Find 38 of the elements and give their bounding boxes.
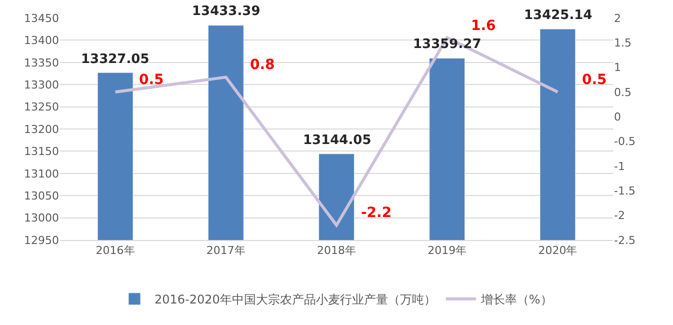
y2-tick-label: 1 — [614, 61, 621, 74]
y2-tick-label: 0 — [614, 110, 621, 124]
y-tick-label: 13100 — [24, 167, 59, 180]
data-label: 13433.39 — [192, 4, 260, 19]
x-tick-label: 2016年 — [96, 244, 135, 258]
y-tick-label: 13200 — [24, 122, 59, 136]
x-tick-label: 2018年 — [317, 244, 356, 258]
data-label: 0.5 — [139, 72, 164, 88]
y-tick-label: 13250 — [24, 100, 59, 114]
data-label: 1.6 — [471, 18, 496, 34]
y2-tick-label: -1 — [614, 160, 625, 173]
x-tick-label: 2020年 — [538, 244, 578, 258]
y2-tick-label: 0.5 — [614, 86, 632, 99]
y-tick-label: 13450 — [24, 12, 59, 25]
data-label: 13144.05 — [303, 133, 372, 148]
legend-label: 增长率（%） — [480, 292, 552, 307]
data-label: 13359.27 — [413, 37, 482, 52]
data-label: 13425.14 — [524, 8, 592, 23]
y2-tick-label: -1.5 — [614, 184, 636, 198]
y2-tick-label: -0.5 — [614, 135, 636, 148]
data-label: 0.8 — [250, 57, 275, 73]
y2-tick-label: -2 — [614, 209, 625, 222]
y2-tick-label: -2.5 — [614, 234, 636, 247]
y-tick-label: 13350 — [24, 56, 59, 70]
y-tick-label: 13400 — [24, 34, 59, 48]
y-tick-label: 12950 — [24, 234, 59, 247]
y2-tick-label: 2 — [614, 12, 621, 25]
data-label: -2.2 — [361, 205, 392, 221]
x-tick-label: 2019年 — [428, 244, 467, 258]
y-tick-label: 13050 — [24, 189, 59, 202]
y-tick-label: 13300 — [24, 78, 59, 92]
x-tick-label: 2017年 — [206, 244, 246, 258]
data-label: 0.5 — [582, 72, 607, 88]
legend-label: 2016-2020年中国大宗农产品小麦行业产量（万吨） — [154, 292, 436, 307]
data-label: 13327.05 — [81, 52, 150, 67]
y-tick-label: 13000 — [24, 212, 59, 225]
y2-tick-label: 1.5 — [614, 36, 632, 50]
y-tick-label: 13150 — [24, 145, 59, 158]
